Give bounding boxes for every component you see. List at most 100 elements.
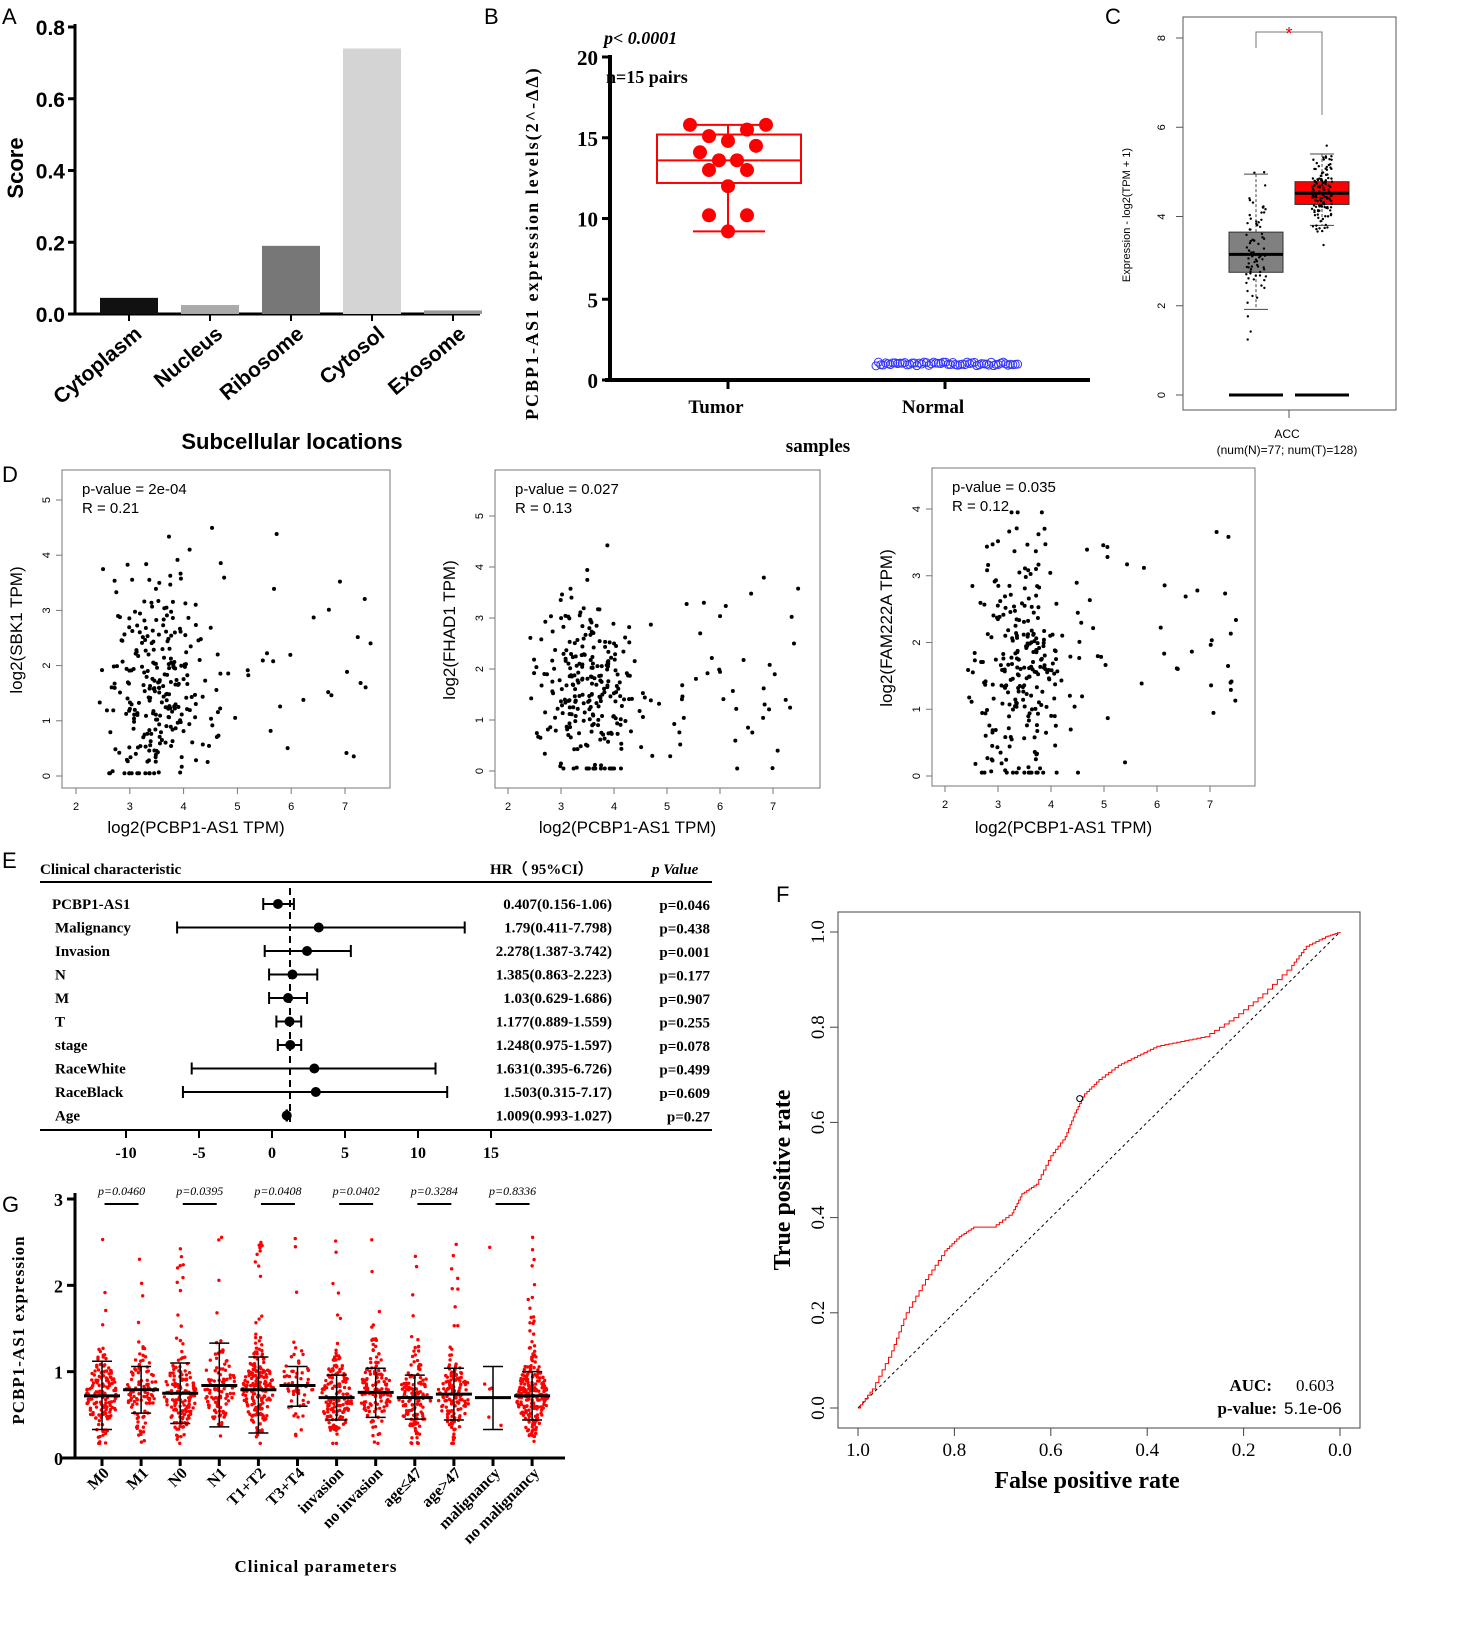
data-point [133, 609, 138, 614]
data-point [255, 1433, 260, 1437]
data-point [260, 1343, 264, 1347]
data-point [982, 602, 987, 607]
data-point [1328, 157, 1331, 161]
data-point [966, 667, 971, 672]
data-point [329, 1380, 334, 1384]
data-point [107, 1366, 111, 1370]
x-tick-label: 0.0 [1328, 1440, 1352, 1461]
data-point [528, 1321, 532, 1325]
data-point [1101, 543, 1106, 548]
data-point [156, 598, 161, 603]
data-point [1068, 727, 1073, 732]
data-point [203, 678, 208, 683]
p-value: p=0.177 [659, 969, 710, 985]
x-tick-label: 0.2 [1232, 1440, 1256, 1461]
data-point [338, 1403, 342, 1408]
data-point [102, 1410, 106, 1414]
hr-ci-value: 1.03(0.629-1.686) [503, 991, 612, 1007]
data-point [531, 1321, 535, 1326]
data-point [151, 647, 156, 652]
x-tick-label: 2 [505, 801, 511, 813]
data-point [362, 1407, 366, 1411]
data-point [1035, 711, 1040, 716]
data-point [214, 688, 219, 693]
data-point [324, 1400, 328, 1404]
data-point [912, 361, 922, 371]
data-point [132, 716, 137, 721]
data-point [176, 1358, 181, 1362]
data-point [1091, 626, 1096, 631]
data-point [558, 764, 563, 769]
x-tick-label: T1+T2 [224, 1465, 269, 1510]
data-point [526, 1297, 530, 1302]
data-point [193, 1387, 198, 1392]
data-point [597, 694, 602, 699]
data-point [575, 706, 580, 711]
data-point [990, 682, 995, 687]
data-point [365, 1376, 369, 1381]
x-tick-label: Ribosome [216, 322, 309, 405]
data-point [112, 578, 117, 583]
x-tick-label: 4 [611, 801, 617, 813]
data-point [141, 683, 146, 688]
data-point [368, 1356, 373, 1361]
data-point [618, 694, 623, 699]
y-tick-label: 3 [41, 607, 53, 613]
data-point [553, 715, 558, 720]
data-point [570, 682, 575, 687]
data-point [619, 746, 624, 751]
p-value-annotation: p=0.3284 [410, 1184, 458, 1198]
data-point [544, 1387, 549, 1391]
data-point [1038, 664, 1043, 669]
data-point [558, 597, 563, 602]
data-point [306, 1377, 310, 1382]
data-point [253, 1413, 258, 1417]
data-point [1318, 177, 1321, 180]
data-point [596, 717, 601, 722]
data-point [565, 727, 570, 732]
data-point [1052, 696, 1057, 701]
data-point [533, 1360, 537, 1364]
data-point [1054, 601, 1059, 606]
data-point [1258, 270, 1262, 274]
data-point [404, 1409, 409, 1413]
data-point [1042, 526, 1047, 531]
data-point [1013, 359, 1023, 369]
data-point [381, 1393, 386, 1397]
data-point [1035, 615, 1040, 620]
x-tick-label: 5 [234, 801, 240, 813]
data-point [258, 1335, 263, 1340]
data-point [245, 668, 250, 673]
data-point [146, 758, 151, 763]
data-point [186, 615, 191, 620]
data-point [1315, 196, 1318, 199]
data-point [721, 133, 735, 148]
data-point [721, 179, 735, 194]
data-point [289, 1355, 294, 1359]
data-point [176, 1411, 181, 1415]
data-point [1004, 757, 1009, 762]
data-point [1249, 272, 1252, 275]
data-point [1055, 669, 1060, 674]
data-point [1038, 766, 1043, 771]
data-point [1019, 601, 1024, 606]
data-point [100, 1237, 105, 1242]
data-point [258, 1403, 263, 1407]
data-point [105, 1417, 110, 1421]
y-tick-label: 0 [911, 773, 923, 779]
data-point [257, 1339, 262, 1343]
data-point [171, 1363, 175, 1368]
data-point [343, 1407, 347, 1411]
data-point [104, 1401, 108, 1405]
data-point [226, 671, 231, 676]
data-point [347, 1386, 351, 1390]
data-point [557, 678, 562, 683]
data-point [141, 735, 146, 740]
data-point [163, 740, 168, 745]
data-point [1060, 633, 1065, 638]
data-point [101, 1433, 105, 1437]
data-point [255, 1350, 259, 1354]
pvalue-label: p-value: [1218, 1399, 1278, 1418]
data-point [999, 761, 1004, 766]
data-point [1022, 704, 1027, 709]
